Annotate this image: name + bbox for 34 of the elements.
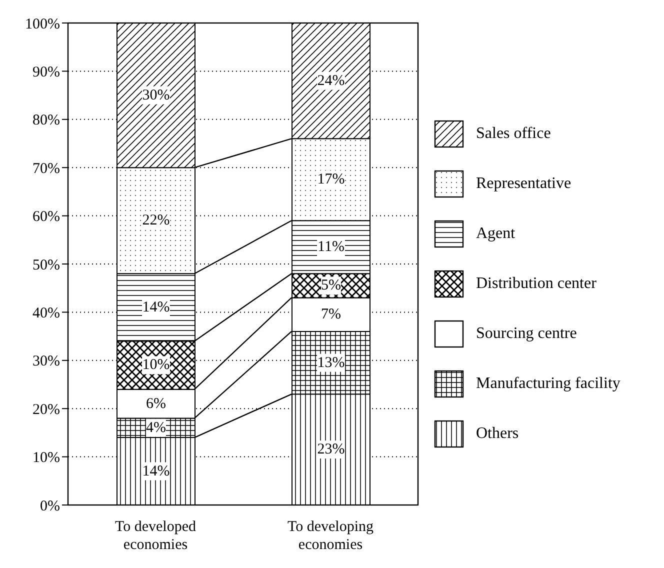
legend-label: Agent: [476, 225, 516, 243]
data-label: 14%: [142, 463, 170, 480]
legend-label: Distribution center: [476, 275, 596, 293]
y-tick-label: 80%: [32, 112, 60, 129]
y-tick-label: 70%: [32, 160, 60, 177]
legend-label: Others: [476, 425, 519, 443]
data-label: 22%: [142, 212, 170, 229]
y-tick-label: 40%: [32, 306, 60, 322]
x-tick-label: To developed economies: [114, 519, 196, 553]
data-label: 23%: [317, 442, 345, 458]
y-tick-label: 60%: [32, 209, 60, 226]
y-tick-label: 90%: [32, 64, 60, 81]
data-label: 17%: [317, 172, 345, 188]
y-tick-label: 100%: [25, 16, 60, 32]
legend-label: Sourcing centre: [476, 325, 577, 343]
y-tick-label: 50%: [32, 257, 60, 274]
data-label: 24%: [317, 72, 345, 89]
data-label: 5%: [321, 278, 341, 294]
data-label: 11%: [318, 239, 344, 256]
y-tick-label: 0%: [40, 498, 60, 514]
data-label: 7%: [321, 306, 341, 323]
y-tick-label: 20%: [32, 402, 60, 418]
data-label: 6%: [146, 396, 166, 412]
data-label: 14%: [142, 299, 170, 316]
data-label: 10%: [142, 357, 170, 374]
data-label: 13%: [317, 354, 345, 371]
legend-label: Manufacturing facility: [476, 375, 620, 393]
legend-label: Representative: [476, 175, 572, 193]
x-tick-label: To developing economies: [287, 519, 374, 553]
legend-label: Sales office: [476, 125, 551, 143]
data-label: 30%: [142, 87, 170, 104]
y-tick-label: 30%: [32, 354, 60, 370]
data-label: 4%: [146, 420, 166, 436]
y-tick-label: 10%: [32, 450, 60, 466]
